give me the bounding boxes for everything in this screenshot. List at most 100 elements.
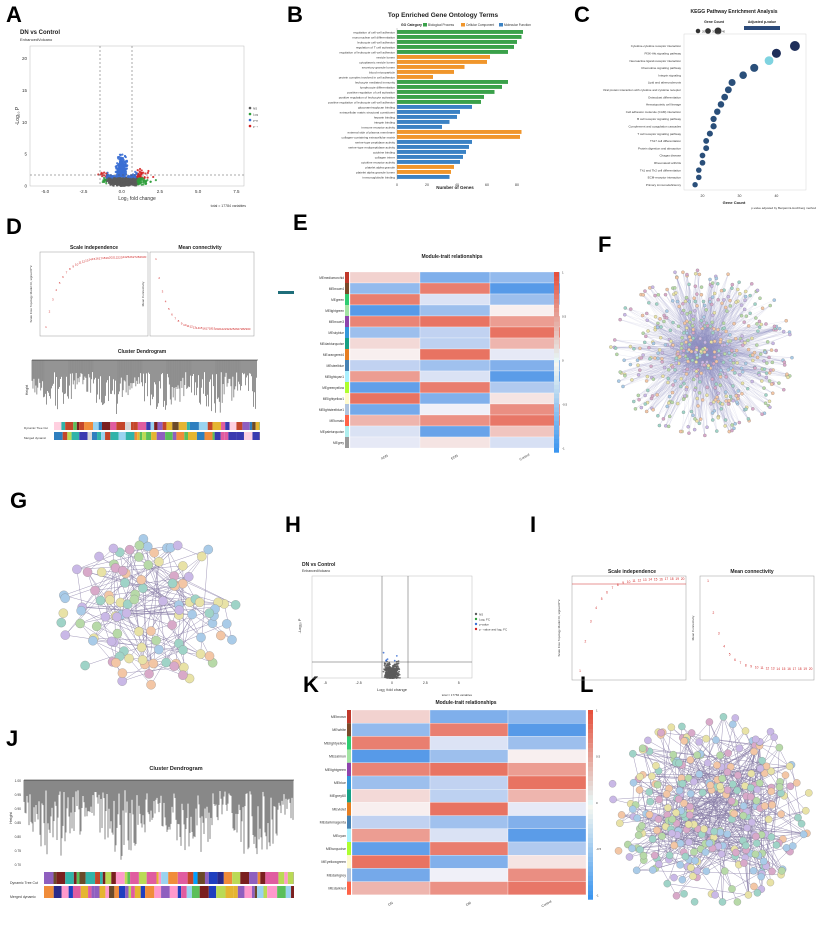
- volcano-a-point: [141, 176, 144, 180]
- F-net-node: [740, 334, 744, 338]
- F-net-edge: [692, 368, 710, 416]
- go-term-label: glycosaminoglycan binding: [358, 105, 395, 109]
- e-scale-step: [554, 429, 559, 435]
- F-net-edge: [668, 352, 692, 427]
- F-net-edge: [693, 352, 759, 374]
- volcano-a-point: [140, 169, 143, 172]
- F-net-edge: [653, 350, 707, 410]
- F-net-edge: [639, 370, 693, 376]
- F-net-node: [715, 395, 719, 399]
- kegg-point: [696, 167, 702, 173]
- d-mc-point: 18: [209, 327, 213, 331]
- F-net-node: [676, 324, 681, 329]
- e-module-label: MEdarkturquoise: [320, 342, 344, 346]
- F-net-edge: [676, 335, 678, 404]
- F-net-node: [728, 304, 733, 308]
- G-net-node: [58, 608, 69, 618]
- e-cell: [419, 436, 491, 449]
- volcano-a-point: [104, 178, 108, 181]
- kegg-pathway-label: B cell receptor signaling pathway: [637, 117, 681, 121]
- volcano-a-points: [97, 153, 157, 187]
- F-net-edge: [667, 289, 700, 345]
- F-net-edge: [697, 354, 727, 377]
- d-module-color-block: [139, 432, 143, 440]
- F-net-node: [657, 423, 662, 428]
- F-net-edge: [698, 284, 733, 348]
- F-net-node: [743, 298, 747, 302]
- F-net-edge: [718, 340, 749, 350]
- F-net-edge: [631, 347, 712, 381]
- F-net-edge: [687, 343, 710, 352]
- d-mc-point: 19: [212, 327, 216, 331]
- d-module-color-block: [150, 422, 155, 430]
- d-si-point: 28: [136, 255, 140, 259]
- F-net-node: [671, 343, 675, 347]
- F-net-edge: [643, 343, 682, 356]
- F-net-node: [716, 297, 720, 302]
- F-net-edge: [711, 358, 767, 378]
- F-net-node: [721, 321, 726, 325]
- F-net-edge: [701, 358, 731, 361]
- d-si-point: 1: [45, 325, 47, 329]
- F-net-edge: [699, 349, 714, 402]
- e-scale-step: [554, 299, 559, 304]
- e-module-swatch: [345, 305, 349, 316]
- F-net-node: [677, 304, 681, 309]
- F-net-edge: [686, 274, 697, 346]
- volcano-h-point: [383, 676, 386, 679]
- G-net-node: [203, 544, 214, 555]
- F-net-edge: [624, 314, 706, 357]
- F-net-edge: [699, 356, 767, 374]
- F-net-node: [682, 381, 686, 386]
- F-net-edge: [651, 343, 696, 399]
- G-net-node: [178, 645, 188, 655]
- volcano-a-point: [132, 181, 135, 184]
- F-net-edge: [698, 286, 712, 352]
- F-net-edge: [684, 352, 718, 398]
- F-net-node: [757, 319, 762, 324]
- F-net-edge: [716, 355, 726, 420]
- panel-label-h: H: [285, 512, 301, 537]
- e-cell: [489, 370, 561, 383]
- F-net-edge: [696, 360, 783, 362]
- d-module-color-block: [189, 422, 199, 430]
- F-net-edge: [682, 272, 701, 342]
- F-net-edge: [702, 315, 742, 352]
- F-net-edge: [705, 316, 747, 355]
- G-net-node: [195, 649, 206, 659]
- F-net-edge: [650, 342, 705, 358]
- kegg-pathway-label: Protein digestion and absorption: [638, 146, 681, 150]
- F-net-edge: [712, 299, 724, 356]
- F-net-edge: [699, 366, 729, 370]
- go-bar: [397, 105, 472, 109]
- F-net-edge: [690, 353, 760, 376]
- F-net-node: [628, 362, 633, 367]
- F-net-edge: [669, 359, 707, 397]
- F-net-node: [653, 356, 657, 360]
- volcano-a-point: [105, 182, 108, 185]
- G-net-edge: [150, 608, 216, 632]
- F-net-edge: [703, 328, 780, 337]
- G-net-node: [137, 655, 148, 665]
- F-net-node: [695, 396, 699, 401]
- F-net-edge: [704, 365, 765, 389]
- F-net-edge: [657, 323, 684, 334]
- e-cell: [349, 392, 421, 405]
- F-net-edge: [692, 283, 752, 348]
- F-net-edge: [703, 344, 739, 392]
- kegg-size-legend-dot: [705, 28, 711, 34]
- F-net-edge: [699, 361, 767, 374]
- F-net-node: [752, 350, 757, 355]
- go-term-label: cytoplasmic vesicle lumen: [359, 60, 395, 64]
- volcano-a-xlabel: Log₂ fold change: [118, 196, 156, 202]
- F-net-node: [704, 308, 708, 312]
- F-net-edge: [703, 352, 773, 363]
- F-net-edge: [706, 305, 771, 349]
- F-net-node: [743, 289, 748, 294]
- F-net-edge: [695, 351, 739, 396]
- volcano-a-point: [103, 171, 106, 174]
- F-net-edge: [658, 351, 707, 354]
- F-net-node: [635, 358, 640, 363]
- volcano-a-point: [130, 179, 133, 182]
- F-net-edge: [694, 344, 731, 361]
